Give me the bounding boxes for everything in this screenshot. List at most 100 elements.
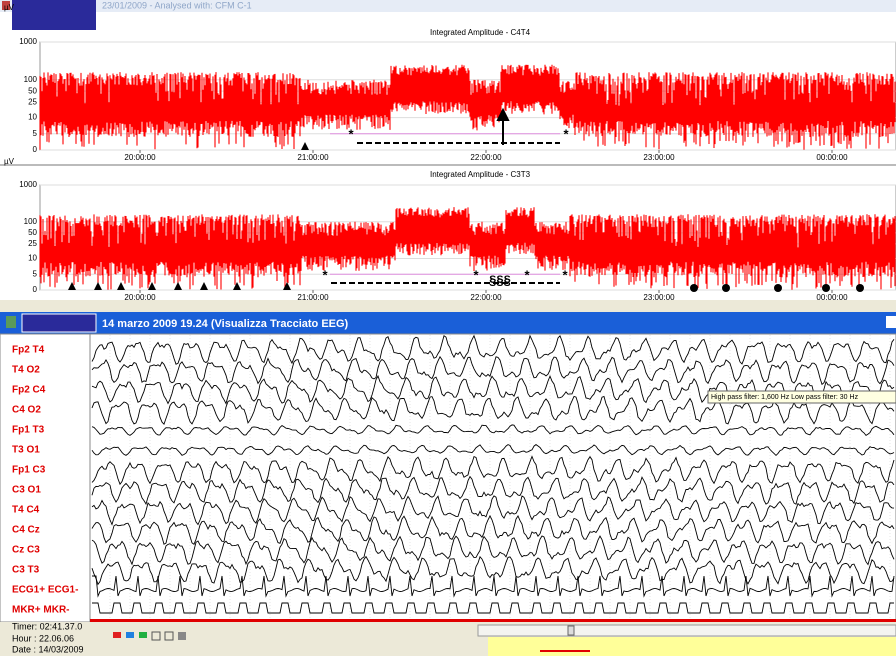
y-tick-label: 0 [33,145,38,154]
unit: µV [4,3,15,12]
x-tick-label: 23:00:00 [643,153,675,162]
date: Date : 14/03/2009 [12,644,84,654]
triangle-marker [283,282,291,290]
channel-label: T3 O1 [12,445,40,456]
redacted-box [12,0,96,30]
arrow [496,107,510,145]
x-tick-label: 20:00:00 [124,153,156,162]
annotation: * [563,126,569,141]
eeg-trace [92,575,895,598]
annotation: * [348,126,354,141]
filter-tooltip [707,390,896,404]
flag-button[interactable] [126,632,134,638]
eeg-icon [6,316,16,328]
y-tick-label: 10 [28,113,37,122]
channel-label: Fp1 T3 [12,425,45,436]
y-tick-label: 100 [24,75,38,84]
scroll-thumb[interactable] [567,625,575,636]
triangle-marker [301,142,309,150]
channel-label: ECG1+ ECG1- [12,585,78,596]
y-tick-label: 10 [28,254,37,263]
channel-label: Fp2 C4 [12,385,46,396]
channel-label: Cz C3 [12,545,40,556]
panel-title: Integrated Amplitude - C3T3 [430,170,531,179]
channel-label: T4 O2 [12,365,40,376]
timeline-mark [540,650,590,652]
channel-label: T4 C4 [12,505,40,516]
y-tick-label: 25 [28,98,37,107]
filter-info: High pass filter: 1,600 Hz Low pass filt… [711,394,859,401]
dot-marker [856,284,864,292]
eeg-trace [91,475,895,506]
eeg-trace [91,424,895,436]
top-bar [0,0,896,12]
x-tick-label: 23:00:00 [643,293,675,302]
timer: Timer: 02:41.37.0 [12,621,82,631]
y-tick-label: 1000 [19,37,37,46]
flag-button[interactable] [139,632,147,638]
dot-marker [774,284,782,292]
y-tick-label: 50 [28,86,37,95]
eeg-trace [91,355,895,386]
eeg-trace [91,535,895,566]
triangle-marker [200,282,208,290]
eeg-trace [91,444,895,457]
eeg-trace [91,555,895,586]
triangle-marker [117,282,125,290]
dot-marker [822,284,830,292]
x-tick-label: 21:00:00 [297,293,329,302]
channel-label: C3 T3 [12,565,40,576]
baseline [90,619,896,622]
triangle-marker [68,282,76,290]
amplitude-trace [39,207,896,290]
tool-button[interactable] [151,631,161,641]
eeg-trace [91,455,895,486]
y-tick-label: 100 [24,217,38,226]
divider [0,164,896,166]
divider [0,300,896,312]
timeline-strip [488,637,896,656]
toolbar [113,631,186,641]
eeg-trace [91,334,895,365]
x-tick-label: 00:00:00 [816,293,848,302]
tool-button[interactable] [164,631,174,641]
channel-label: C4 O2 [12,405,41,416]
amplitude-trace [39,64,896,150]
eeg-title: 14 marzo 2009 19.24 (Visualizza Tracciat… [102,318,349,330]
x-tick-label: 20:00:00 [124,293,156,302]
triangle-marker [94,282,102,290]
eeg-trace [91,514,895,545]
eeg-titlebar [0,312,896,334]
eeg-area [89,333,896,623]
annotation: * [473,267,479,282]
annotation: * [322,267,328,282]
channel-label: Fp1 C3 [12,465,46,476]
redacted-box [21,313,97,333]
app-icon [2,1,10,10]
annotation: §§§ [489,272,511,287]
channel-label: Fp2 T4 [12,345,45,356]
triangle-marker [233,282,241,290]
x-tick-label: 00:00:00 [816,153,848,162]
y-tick-label: 0 [33,285,38,294]
x-tick-label: 22:00:00 [470,153,502,162]
y-tick-label: 1000 [19,180,37,189]
flag-button[interactable] [113,632,121,638]
eeg-trace [91,495,895,526]
channel-label: MKR+ MKR- [12,605,70,616]
y-tick-label: 25 [28,239,37,248]
scrollbar[interactable] [477,624,896,637]
dot-marker [690,284,698,292]
y-tick-label: 5 [33,129,38,138]
dot-marker [722,284,730,292]
window-button[interactable] [886,316,896,328]
annotation: * [562,267,568,282]
tool-button[interactable] [178,632,186,640]
hour: Hour : 22.06.06 [12,633,74,643]
eeg-trace [91,395,895,426]
channel-panel [0,333,91,623]
x-tick-label: 22:00:00 [470,293,502,302]
unit: µV [4,157,15,166]
